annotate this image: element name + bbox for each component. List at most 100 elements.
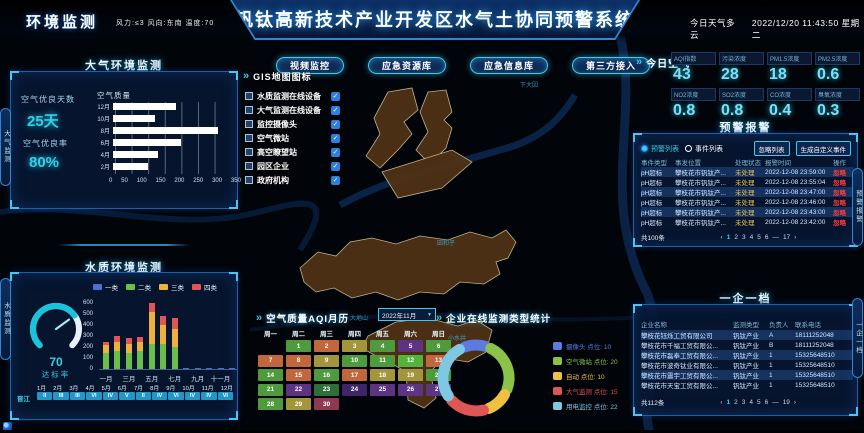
toolbar-button-2[interactable]: 应急信息库 [470, 57, 549, 74]
page-number[interactable]: 4 [749, 233, 754, 241]
page-number[interactable]: 2 [734, 233, 738, 241]
donut-legend-item: 摄像头 点位: 10 [553, 341, 618, 351]
alarm-action-button[interactable]: 生成自定义事件 [795, 141, 851, 156]
layer-checkbox[interactable]: ✓ [331, 161, 340, 171]
enterprise-table-header: 企业名称 监测类型 负责人 联系电话 [641, 319, 853, 329]
alarm-ignore-link[interactable]: 忽略 [833, 180, 846, 187]
calendar-day[interactable]: 18 [370, 369, 395, 381]
alarm-row[interactable]: pH超标 攀枝花市钒钛产... 未处理 2022-12-08 23:47:00 忽略 [641, 187, 853, 197]
calendar-day[interactable]: 2 [314, 340, 339, 352]
layer-checkbox[interactable]: ✓ [331, 175, 340, 185]
enterprise-row[interactable]: 攀枝花市震宇工贸有限公... 钒钛产业 1 15325648510 [641, 370, 853, 380]
alarm-row[interactable]: pH超标 攀枝花市钒钛产... 未处理 2022-12-08 23:59:00 忽略 [641, 167, 853, 177]
calendar-day[interactable]: 28 [258, 398, 283, 410]
calendar-day[interactable]: 12 [398, 354, 423, 367]
calendar-day[interactable]: 26 [398, 383, 423, 396]
page-number[interactable]: 6 [764, 398, 769, 406]
water-y-tick: 600 [82, 300, 93, 306]
alarm-ignore-link[interactable]: 忽略 [833, 220, 846, 227]
page-prev[interactable]: ‹ [720, 233, 723, 241]
page-number[interactable]: 19 [782, 398, 790, 406]
map-layer-item[interactable]: 水质监测在线设备 ✓ [245, 90, 347, 102]
side-tab-enterprise[interactable]: 一企一档 [852, 298, 863, 378]
calendar-day[interactable]: 5 [398, 340, 423, 352]
map-layer-item[interactable]: 高空瞭望站 ✓ [245, 146, 347, 158]
page-number[interactable]: 3 [741, 233, 746, 241]
radio-预警列表[interactable]: 预警列表 [641, 144, 679, 154]
alarm-action-button[interactable]: 忽略列表 [753, 141, 790, 156]
enterprise-row[interactable]: 攀枝花市千福工贸有限公... 钒钛产业 B 18111252048 [641, 340, 853, 351]
calendar-day[interactable]: 9 [314, 354, 339, 367]
page-prev[interactable]: ‹ [720, 398, 723, 406]
calendar-day[interactable]: 11 [370, 354, 395, 367]
layer-checkbox[interactable]: ✓ [331, 119, 340, 129]
month-select-dropdown[interactable]: 2022年11月 ▼ [378, 308, 436, 321]
page-number[interactable]: 5 [756, 398, 761, 406]
calendar-day[interactable]: 10 [342, 354, 367, 367]
page-number[interactable]: 2 [734, 398, 738, 406]
calendar-day[interactable]: 15 [286, 369, 311, 381]
alarm-ignore-link[interactable]: 忽略 [833, 210, 846, 217]
toolbar-button-1[interactable]: 应急资源库 [368, 57, 447, 74]
map-layer-item[interactable]: 大气监测在线设备 ✓ [245, 104, 347, 116]
calendar-day[interactable]: 16 [314, 369, 339, 381]
alarm-row[interactable]: pH超标 攀枝花市钒钛产... 未处理 2022-12-08 23:42:00 忽略 [641, 217, 853, 228]
page-number[interactable]: 17 [782, 233, 791, 241]
toolbar-button-0[interactable]: 视频监控 [276, 57, 345, 74]
today-air-header: » 今日空气 [636, 55, 690, 71]
calendar-day[interactable]: 22 [286, 383, 311, 396]
calendar-day[interactable]: 19 [398, 369, 423, 381]
page-next[interactable]: › [794, 233, 797, 241]
calendar-day[interactable]: 3 [342, 340, 367, 352]
water-chart-axis [99, 369, 237, 370]
alarm-row[interactable]: pH超标 攀枝花市钒钛产... 未处理 2022-12-08 23:43:00 忽略 [641, 207, 853, 217]
calendar-day[interactable]: 14 [258, 369, 283, 381]
calendar-day[interactable]: 30 [314, 398, 339, 410]
side-tab-water[interactable]: 水质监测 [0, 278, 11, 360]
alarm-ignore-link[interactable]: 忽略 [833, 170, 846, 177]
map-layer-item[interactable]: 政府机构 ✓ [245, 174, 347, 186]
layer-checkbox[interactable]: ✓ [331, 91, 340, 101]
page-number[interactable]: 3 [741, 398, 746, 406]
calendar-day[interactable]: 17 [342, 369, 367, 381]
page-number[interactable]: 6 [764, 233, 769, 241]
enterprise-row[interactable]: 攀枝花市波奇钛业有限公... 钒钛产业 1 15325648510 [641, 360, 853, 371]
calendar-day[interactable]: 25 [370, 383, 395, 396]
enterprise-row[interactable]: 攀枝花市磊奉工贸有限公... 钒钛产业 1 15325648510 [641, 350, 853, 360]
calendar-day[interactable]: 29 [286, 398, 311, 410]
datetime: 2022/12/20 11:43:50 星期二 [751, 18, 860, 40]
layer-checkbox[interactable]: ✓ [331, 133, 340, 143]
calendar-day[interactable]: 8 [286, 354, 311, 367]
toolbar-button-3[interactable]: 第三方接入 [572, 57, 651, 74]
alarm-ignore-link[interactable]: 忽略 [833, 200, 846, 207]
page-number[interactable]: 1 [726, 398, 731, 406]
alarm-row[interactable]: pH超标 攀枝花市钒钛产... 未处理 2022-12-08 23:46:00 忽略 [641, 197, 853, 208]
alarm-ignore-link[interactable]: 忽略 [833, 190, 846, 197]
radio-事件列表[interactable]: 事件列表 [685, 144, 723, 154]
alarm-row[interactable]: pH超标 攀枝花市钒钛产... 未处理 2022-12-08 23:55:04 忽略 [641, 177, 853, 188]
gis-layer-header[interactable]: » GIS地图图标 [243, 70, 312, 83]
calendar-day[interactable]: 21 [258, 383, 283, 396]
taskbar-browser-icon[interactable] [3, 422, 12, 431]
alarm-type: pH超标 [641, 180, 663, 187]
side-tab-air[interactable]: 大气监测 [0, 108, 11, 186]
map-layer-item[interactable]: 园区企业 ✓ [245, 160, 347, 172]
calendar-day[interactable]: 7 [258, 354, 283, 367]
page-number[interactable]: 4 [749, 398, 753, 406]
layer-checkbox[interactable]: ✓ [331, 147, 340, 157]
calendar-day[interactable]: 1 [286, 340, 311, 352]
calendar-day[interactable]: 24 [342, 383, 367, 396]
map-layer-item[interactable]: 监控摄像头 ✓ [245, 118, 347, 130]
enterprise-row[interactable]: 攀枝花钰烁工贸有限公司 钒钛产业 A 18111252048 [641, 330, 853, 340]
calendar-day[interactable]: 6 [426, 340, 451, 352]
layer-checkbox[interactable]: ✓ [331, 105, 340, 115]
calendar-day[interactable]: 23 [314, 383, 339, 396]
page-number[interactable]: 5 [757, 233, 761, 241]
side-tab-alarm[interactable]: 预警报警 [852, 168, 863, 246]
calendar-day[interactable]: 4 [370, 340, 395, 352]
page-number[interactable]: 1 [726, 233, 731, 241]
alarm-type: pH超标 [641, 200, 663, 207]
map-layer-item[interactable]: 空气微站 ✓ [245, 132, 347, 144]
enterprise-row[interactable]: 攀枝花市天宝工贸有限公... 钒钛产业 1 15325648510 [641, 380, 853, 391]
page-next[interactable]: › [793, 398, 797, 406]
